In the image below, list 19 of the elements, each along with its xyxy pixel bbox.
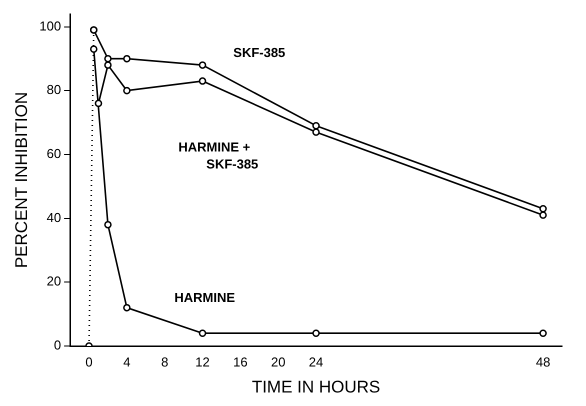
y-tick-label: 40	[46, 210, 62, 225]
annotation: HARMINE + SKF-385	[178, 140, 258, 172]
x-tick-label: 20	[270, 354, 286, 370]
x-tick-label: 24	[308, 354, 324, 370]
annotation: HARMINE	[174, 290, 236, 306]
y-axis-title: PERCENT INHIBITION	[12, 92, 31, 268]
x-tick-label: 4	[123, 354, 130, 370]
x-tick-label: 48	[536, 354, 550, 370]
x-axis-title: TIME IN HOURS	[252, 377, 380, 396]
y-tick-label: 0	[54, 338, 62, 353]
x-tick-label: 0	[85, 354, 93, 370]
y-tick-label: 100	[39, 18, 62, 34]
y-tick-label: 20	[46, 274, 62, 289]
x-tick-label: 12	[195, 354, 210, 370]
x-tick-label: 8	[161, 354, 168, 370]
annotation: SKF-385	[233, 44, 286, 60]
x-tick-label: 16	[233, 354, 248, 370]
y-tick-label: 80	[46, 82, 62, 98]
y-tick-label: 60	[46, 146, 62, 162]
